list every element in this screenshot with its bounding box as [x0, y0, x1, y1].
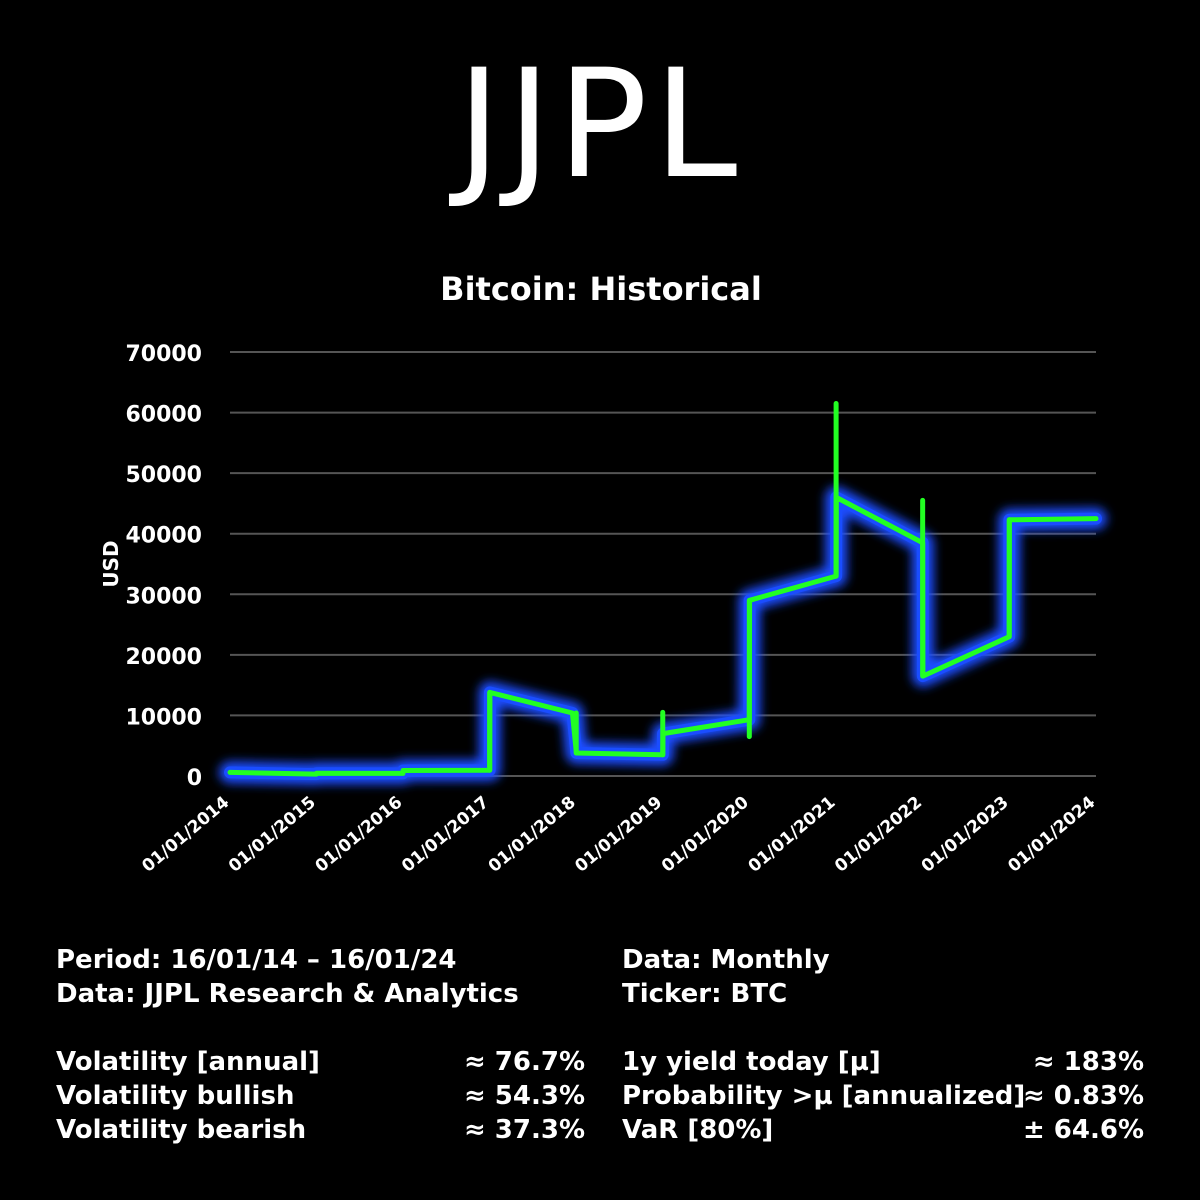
var-label: VaR [80%] — [622, 1115, 774, 1145]
x-tick-label: 01/01/2021 — [745, 793, 840, 877]
y-tick-label: 60000 — [125, 403, 202, 428]
chart-title: Bitcoin: Historical — [440, 270, 762, 308]
period-text: Period: 16/01/14 – 16/01/24 — [56, 945, 457, 975]
brand-title: JJPL — [456, 38, 744, 212]
y-tick-label: 30000 — [125, 584, 202, 609]
stats-panel: Period: 16/01/14 – 16/01/24 Data: JJPL R… — [0, 940, 1200, 1180]
y-tick-label: 10000 — [125, 705, 202, 730]
x-tick-label: 01/01/2016 — [312, 793, 407, 877]
y-tick-label: 20000 — [125, 645, 202, 670]
y-tick-label: 70000 — [125, 342, 202, 367]
y-tick-label: 40000 — [125, 524, 202, 549]
x-tick-label: 01/01/2022 — [831, 793, 926, 877]
data-frequency-text: Data: Monthly — [622, 945, 830, 975]
series-line — [227, 400, 1099, 777]
volatility-bearish-value: ≈ 37.3% — [463, 1115, 585, 1145]
x-tick-label: 01/01/2024 — [1004, 792, 1099, 876]
yield-today-label: 1y yield today [µ] — [622, 1047, 881, 1077]
x-tick-label: 01/01/2015 — [225, 793, 320, 877]
probability-value: ≈ 0.83% — [1022, 1081, 1144, 1111]
probability-label: Probability >µ [annualized] — [622, 1081, 1026, 1111]
volatility-annual-label: Volatility [annual] — [56, 1047, 320, 1077]
x-tick-label: 01/01/2014 — [138, 792, 233, 876]
y-tick-label: 0 — [187, 766, 202, 791]
y-tick-label: 50000 — [125, 463, 202, 488]
x-tick-label: 01/01/2018 — [485, 793, 580, 877]
volatility-bearish-label: Volatility bearish — [56, 1115, 307, 1145]
data-source-text: Data: JJPL Research & Analytics — [56, 979, 519, 1009]
volatility-bullish-value: ≈ 54.3% — [463, 1081, 585, 1111]
x-tick-labels: 01/01/201401/01/201501/01/201601/01/2017… — [138, 792, 1099, 876]
y-tick-labels: 0 10000 20000 30000 40000 50000 60000 70000 — [125, 342, 202, 791]
x-tick-label: 01/01/2017 — [398, 793, 493, 877]
bitcoin-historical-chart: Bitcoin: Historical 0 10000 20000 30000 4000… — [99, 270, 1107, 877]
x-tick-label: 01/01/2019 — [571, 793, 666, 877]
x-tick-label: 01/01/2023 — [918, 793, 1013, 877]
y-axis-label: USD — [99, 540, 123, 587]
volatility-bullish-label: Volatility bullish — [56, 1081, 295, 1111]
yield-today-value: ≈ 183% — [1032, 1047, 1144, 1077]
x-tick-label: 01/01/2020 — [658, 792, 753, 876]
var-value: ± 64.6% — [1022, 1115, 1144, 1145]
ticker-text: Ticker: BTC — [622, 979, 788, 1009]
volatility-annual-value: ≈ 76.7% — [463, 1047, 585, 1077]
grid-lines — [230, 351, 1096, 777]
